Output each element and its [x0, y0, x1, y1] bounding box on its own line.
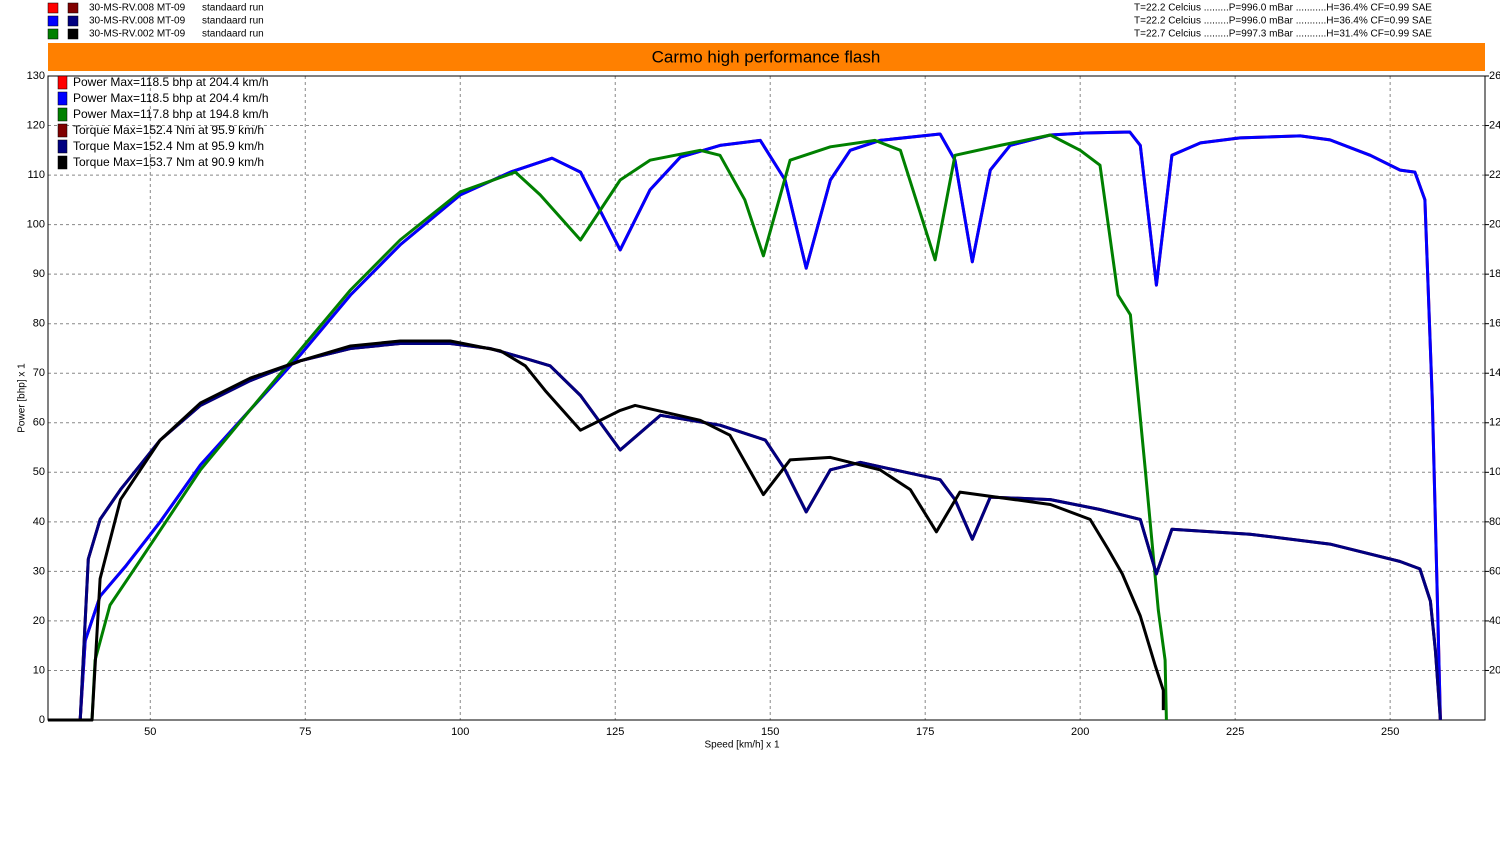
y-tick-label: 120: [27, 119, 45, 131]
y2-tick-label: 60: [1489, 565, 1500, 577]
x-tick-label: 50: [144, 726, 156, 738]
y-tick-label: 20: [33, 615, 45, 627]
y-tick-label: 80: [33, 318, 45, 330]
run-conditions: T=22.2 Celcius .........P=996.0 mBar ...…: [1134, 16, 1432, 27]
legend-swatch: [57, 155, 68, 170]
y2-tick-label: 10: [1489, 466, 1500, 478]
legend-label: Torque Max=152.4 Nm at 95.9 km/h: [73, 139, 264, 153]
run-note: standaard run: [202, 29, 264, 40]
run-conditions: T=22.2 Celcius .........P=996.0 mBar ...…: [1134, 3, 1432, 14]
y2-tick-label: 20: [1489, 219, 1500, 231]
x-tick-label: 150: [761, 726, 779, 738]
chart-title: Carmo high performance flash: [652, 47, 881, 66]
run-name: 30-MS-RV.008 MT-09: [89, 3, 186, 14]
x-tick-label: 125: [606, 726, 624, 738]
legend-label: Torque Max=153.7 Nm at 90.9 km/h: [73, 155, 264, 169]
y2-tick-label: 16: [1489, 318, 1500, 330]
y2-tick-label: 24: [1489, 119, 1500, 131]
x-tick-label: 225: [1226, 726, 1244, 738]
y-tick-label: 90: [33, 268, 45, 280]
legend-label: Torque Max=152.4 Nm at 95.9 km/h: [73, 123, 264, 137]
x-tick-label: 175: [916, 726, 934, 738]
x-tick-label: 75: [299, 726, 311, 738]
run-power-swatch: [47, 28, 59, 40]
y-tick-label: 50: [33, 466, 45, 478]
y-tick-label: 30: [33, 565, 45, 577]
legend-swatch: [57, 91, 68, 106]
run-torque-swatch: [67, 28, 79, 40]
run-name: 30-MS-RV.002 MT-09: [89, 29, 186, 40]
run-note: standaard run: [202, 3, 264, 14]
y-tick-label: 0: [39, 714, 45, 726]
series-line: [48, 130, 1442, 722]
y2-tick-label: 18: [1489, 268, 1500, 280]
run-power-swatch: [47, 15, 59, 27]
run-conditions: T=22.7 Celcius .........P=997.3 mBar ...…: [1134, 29, 1432, 40]
y-tick-label: 100: [27, 219, 45, 231]
y-tick-label: 130: [27, 70, 45, 82]
series-line: [48, 342, 1442, 722]
series-line: [48, 130, 1442, 722]
y2-tick-label: 80: [1489, 516, 1500, 528]
y-axis-label: Power [bhp] x 1: [17, 363, 28, 433]
x-tick-label: 200: [1071, 726, 1089, 738]
series-line: [48, 339, 1165, 722]
y2-tick-label: 12: [1489, 417, 1500, 429]
x-tick-label: 100: [451, 726, 469, 738]
y2-tick-label: 40: [1489, 615, 1500, 627]
y2-tick-label: 26: [1489, 70, 1500, 82]
y-tick-label: 70: [33, 367, 45, 379]
y2-tick-label: 22: [1489, 169, 1500, 181]
y-tick-label: 40: [33, 516, 45, 528]
y2-tick-label: 14: [1489, 367, 1500, 379]
run-name: 30-MS-RV.008 MT-09: [89, 16, 186, 27]
series-line: [90, 133, 1168, 721]
run-note: standaard run: [202, 16, 264, 27]
y-tick-label: 60: [33, 417, 45, 429]
legend-label: Power Max=118.5 bhp at 204.4 km/h: [73, 75, 269, 89]
legend-label: Power Max=117.8 bhp at 194.8 km/h: [73, 107, 269, 121]
y-tick-label: 110: [27, 169, 45, 181]
title-bar: [48, 43, 1485, 71]
y-tick-label: 10: [33, 664, 45, 676]
run-power-swatch: [47, 2, 59, 14]
x-axis-label: Speed [km/h] x 1: [704, 740, 779, 751]
run-torque-swatch: [67, 15, 79, 27]
plot-frame: [47, 75, 1486, 721]
run-torque-swatch: [67, 2, 79, 14]
legend-label: Power Max=118.5 bhp at 204.4 km/h: [73, 91, 269, 105]
y2-tick-label: 20: [1489, 664, 1500, 676]
legend-swatch: [57, 139, 68, 154]
legend-swatch: [57, 123, 68, 138]
x-tick-label: 250: [1381, 726, 1399, 738]
legend-swatch: [57, 107, 68, 122]
legend-swatch: [57, 75, 68, 90]
